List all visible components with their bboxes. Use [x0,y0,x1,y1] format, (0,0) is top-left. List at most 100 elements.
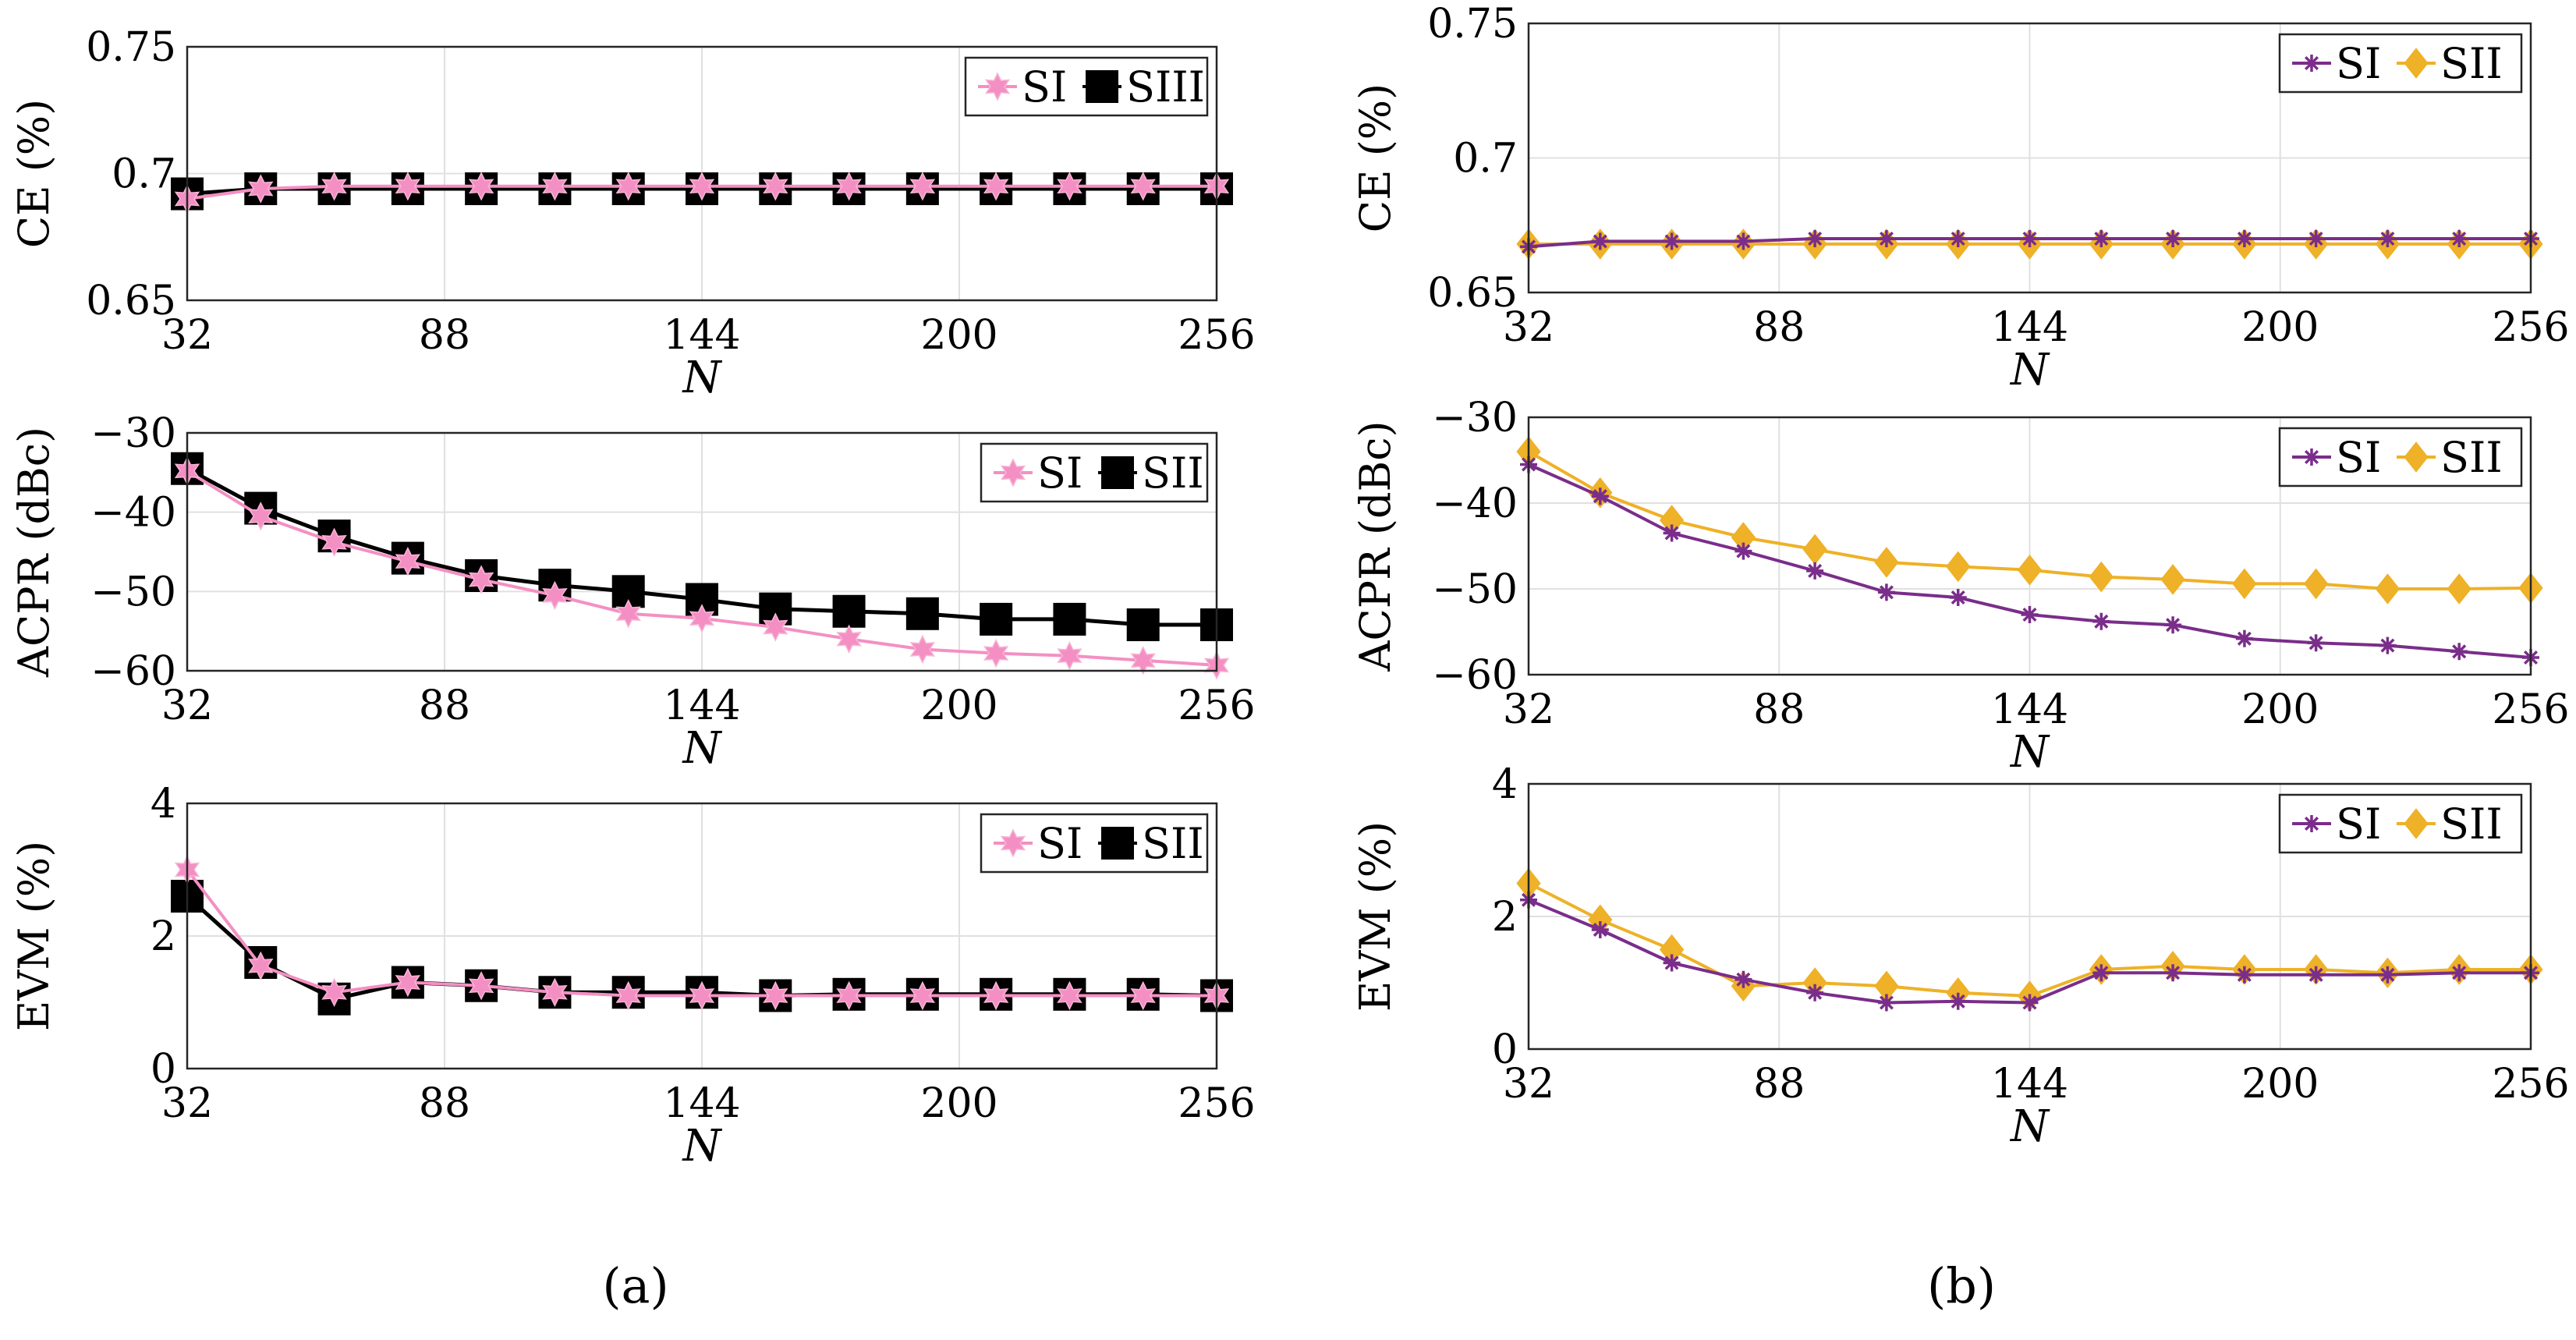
legend-marker [984,72,1011,101]
data-point-si [542,172,568,201]
legend-marker [2404,48,2429,79]
y-tick-label: −30 [1432,395,1518,441]
data-point-sii [980,602,1013,636]
data-point-si [689,172,715,201]
legend: SI SII [2278,33,2523,94]
legend-marker [2303,815,2320,832]
x-tick-label: 256 [2492,304,2569,351]
data-point-si [1663,232,1681,250]
legend: SI SII [2278,793,2523,854]
chart-a-evm: 32 88 144 200 256 0 2 4 N EVM (%) SI SII [9,781,1256,1172]
legend: SI SIII [964,56,1209,117]
data-point-si [1663,954,1681,972]
x-tick-label: 256 [2492,686,2569,733]
x-tick-label: 256 [1178,1080,1255,1127]
y-tick-label: 0 [1492,1026,1518,1073]
data-point-si [763,172,788,201]
legend-label-sii: SII [2440,39,2503,88]
chart-a-ce: 32 88 144 200 256 0.65 0.7 0.75 N CE (%) SI SIII [9,24,1256,403]
data-point-si [1057,640,1082,671]
x-tick-label: 144 [1991,304,2068,351]
data-point-si [909,172,936,201]
legend-marker [1101,827,1134,860]
data-point-si [321,977,347,1008]
data-point-si [1877,583,1895,601]
y-tick-label: 2 [1492,894,1518,941]
data-point-si [395,172,421,201]
data-point-si [321,172,347,201]
legend-label-sii: SII [2440,433,2503,482]
data-point-si [542,977,568,1008]
data-point-si [909,634,936,665]
series-sii [1516,867,2543,1012]
legend: SI SII [980,813,1209,874]
x-tick-label: 144 [663,312,740,359]
plot-frame [186,45,1218,302]
y-axis-label: ACPR (dBc) [1351,420,1400,672]
series-sii [1516,436,2543,604]
x-tick-label: 88 [1753,686,1805,733]
data-point-si [468,971,494,1001]
x-tick-label: 200 [920,682,997,729]
y-tick-label: −60 [1432,652,1518,699]
x-tick-label: 88 [419,682,470,729]
data-point-si [2307,634,2325,652]
y-tick-label: 4 [151,781,176,828]
data-point-si [983,980,1009,1011]
legend-box [980,813,1209,874]
data-point-si [395,546,421,576]
legend-marker [2303,55,2320,72]
y-tick-label: 0.65 [1427,270,1518,317]
legend-marker [1086,70,1118,103]
data-point-si [1130,172,1156,201]
y-tick-label: −30 [90,410,176,457]
x-tick-label: 144 [663,1080,740,1127]
legend-label-si: SI [2336,39,2381,88]
legend-marker [2404,441,2429,473]
data-point-sii [1053,602,1086,636]
data-point-si [2092,964,2110,982]
plot-frame [1527,416,2532,676]
data-point-si [248,502,274,531]
data-point-sii [2447,573,2471,604]
chart-b-ce: 32 88 144 200 256 0.65 0.7 0.75 N CE (%) SI SII [1351,1,2570,395]
data-point-si [615,172,641,201]
y-axis-label: EVM (%) [9,841,58,1031]
data-point-si [542,580,568,611]
data-point-si [1877,230,1895,247]
legend-label-si: SI [1022,62,1067,112]
y-tick-label: −50 [1432,566,1518,613]
panel-label-b: (b) [1927,1257,1996,1314]
data-point-si [2092,612,2110,630]
legend-label-sii: SII [2440,799,2503,849]
data-point-si [615,599,641,629]
legend-label-si: SI [1037,819,1082,868]
data-point-si [689,604,715,633]
y-tick-label: 0.7 [112,151,176,198]
legend-label-sii: SII [1142,819,1204,868]
legend-label-si: SI [2336,433,2381,482]
data-point-si [2235,629,2253,647]
y-tick-label: 0 [151,1046,176,1093]
legend-label-si: SI [1037,448,1082,498]
x-tick-label: 32 [161,312,213,359]
data-point-si [983,172,1009,201]
data-point-si [1806,984,1824,1001]
legend-marker [1000,458,1026,487]
y-axis-label: ACPR (dBc) [9,427,58,678]
x-tick-label: 32 [1503,1061,1554,1108]
legend-marker [1101,456,1134,489]
data-point-si [1734,232,1752,250]
data-point-si [2450,964,2468,982]
data-point-si [2164,616,2182,634]
x-axis-label: N [682,723,723,774]
data-point-sii [905,597,939,630]
data-point-sii [2089,561,2114,593]
x-tick-label: 256 [1178,682,1255,729]
y-axis-label: CE (%) [9,99,58,248]
data-point-sii [2304,568,2329,600]
data-point-si [2092,230,2110,247]
x-tick-label: 200 [920,1080,997,1127]
